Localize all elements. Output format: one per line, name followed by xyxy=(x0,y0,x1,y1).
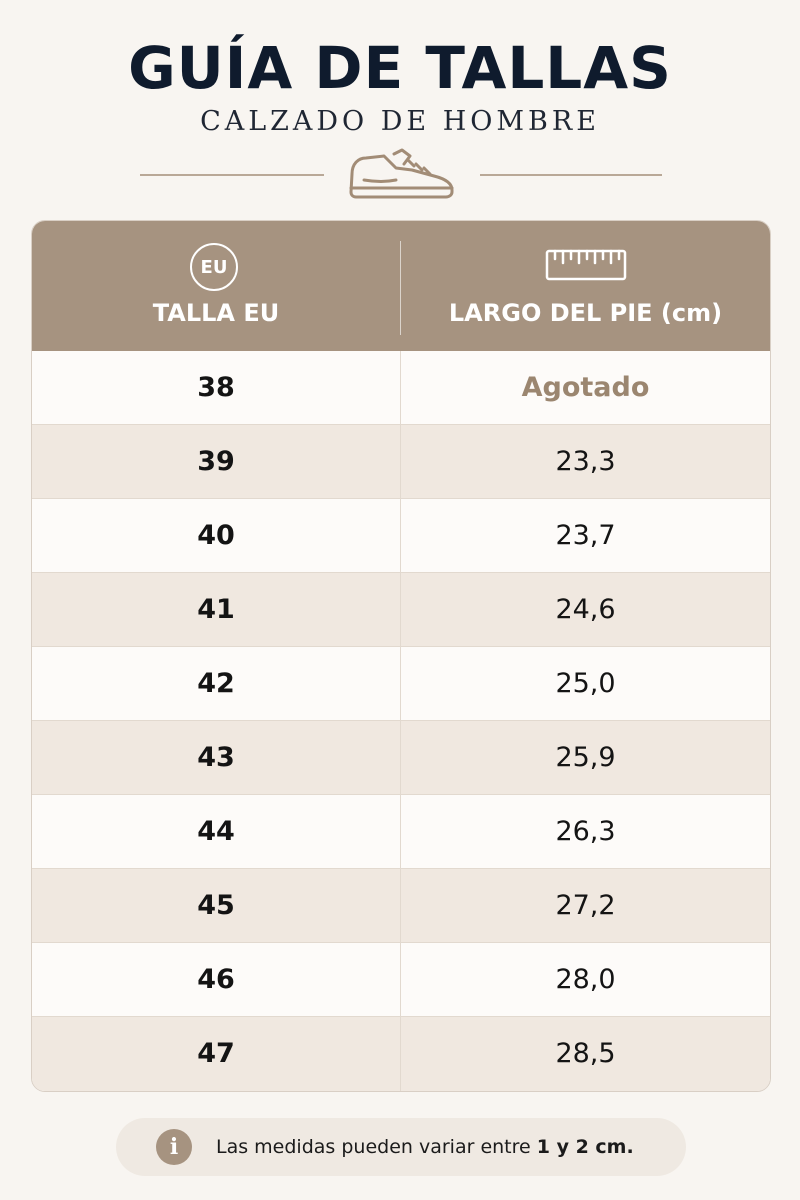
size-cell: 42 xyxy=(197,668,235,699)
header-length-label: LARGO DEL PIE (cm) xyxy=(448,299,723,327)
divider-right xyxy=(480,174,662,176)
length-cell: 26,3 xyxy=(555,816,616,847)
info-icon: i xyxy=(156,1129,192,1165)
table-row: 45 27,2 xyxy=(32,869,770,943)
disclaimer-text: Las medidas pueden variar entre 1 y 2 cm… xyxy=(216,1118,634,1176)
disclaimer-text-emphasis: 1 y 2 cm. xyxy=(536,1136,634,1158)
length-cell: 23,3 xyxy=(555,446,616,477)
eu-badge-icon: EU xyxy=(190,243,238,291)
page-subtitle: CALZADO DE HOMBRE xyxy=(200,106,600,137)
table-header: EU TALLA EU LARGO DEL PIE (cm) xyxy=(32,221,770,351)
length-cell: 28,5 xyxy=(555,1038,616,1069)
sold-out-cell: Agotado xyxy=(521,372,650,403)
length-cell: 23,7 xyxy=(555,520,616,551)
table-row: 39 23,3 xyxy=(32,425,770,499)
header-size-label: TALLA EU xyxy=(152,299,280,327)
size-cell: 46 xyxy=(197,964,235,995)
table-row: 46 28,0 xyxy=(32,943,770,1017)
length-cell: 25,0 xyxy=(555,668,616,699)
length-cell: 28,0 xyxy=(555,964,616,995)
size-cell: 38 xyxy=(197,372,235,403)
header-divider xyxy=(400,241,401,335)
size-cell: 47 xyxy=(197,1038,235,1069)
column-divider xyxy=(400,795,401,869)
column-divider xyxy=(400,425,401,499)
column-divider xyxy=(400,647,401,721)
column-divider xyxy=(400,943,401,1017)
column-divider xyxy=(400,499,401,573)
size-table: EU TALLA EU LARGO DEL PIE (cm) 38 Agotado… xyxy=(31,220,771,1092)
size-cell: 45 xyxy=(197,890,235,921)
column-divider xyxy=(400,351,401,425)
header-size-column: EU TALLA EU xyxy=(32,221,400,351)
column-divider xyxy=(400,1017,401,1091)
size-cell: 41 xyxy=(197,594,235,625)
column-divider xyxy=(400,869,401,943)
table-row: 47 28,5 xyxy=(32,1017,770,1091)
sneaker-icon xyxy=(349,148,454,199)
column-divider xyxy=(400,721,401,795)
ruler-icon xyxy=(545,249,627,281)
divider-left xyxy=(140,174,324,176)
size-cell: 44 xyxy=(197,816,235,847)
table-row: 44 26,3 xyxy=(32,795,770,869)
length-cell: 25,9 xyxy=(555,742,616,773)
disclaimer-text-main: Las medidas pueden variar entre xyxy=(216,1136,537,1158)
disclaimer-note: i Las medidas pueden variar entre 1 y 2 … xyxy=(116,1118,686,1176)
header-length-column: LARGO DEL PIE (cm) xyxy=(401,221,770,351)
table-body: 38 Agotado 39 23,3 40 23,7 41 24,6 42 25,0 43 25,9 4… xyxy=(32,351,770,1091)
size-cell: 40 xyxy=(197,520,235,551)
table-row: 42 25,0 xyxy=(32,647,770,721)
length-cell: 24,6 xyxy=(555,594,616,625)
table-row: 41 24,6 xyxy=(32,573,770,647)
size-cell: 39 xyxy=(197,446,235,477)
table-row: 40 23,7 xyxy=(32,499,770,573)
size-cell: 43 xyxy=(197,742,235,773)
table-row: 43 25,9 xyxy=(32,721,770,795)
length-cell: 27,2 xyxy=(555,890,616,921)
column-divider xyxy=(400,573,401,647)
page-title: GUÍA DE TALLAS xyxy=(128,34,672,102)
table-row: 38 Agotado xyxy=(32,351,770,425)
